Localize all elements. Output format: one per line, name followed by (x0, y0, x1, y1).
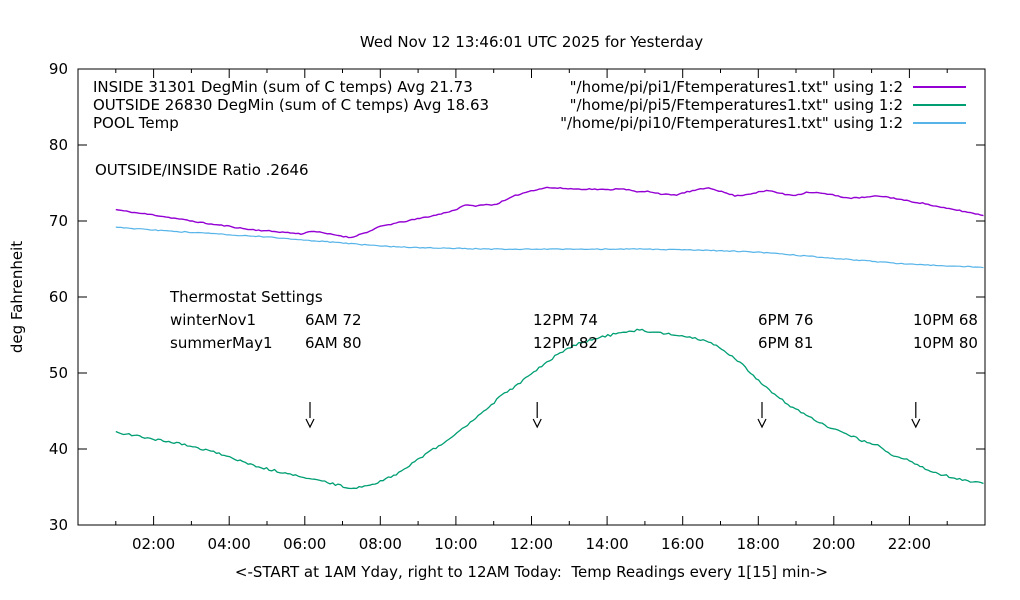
thermostat-setting: 12PM 82 (533, 334, 598, 352)
legend-file-inside: "/home/pi/pi1/Ftemperatures1.txt" using … (569, 78, 903, 96)
y-tick-label: 30 (48, 516, 68, 534)
legend-swatch-pool (913, 122, 966, 124)
y-tick-label: 60 (48, 288, 68, 306)
thermostat-row-winter: winterNov1 6AM 72 12PM 74 6PM 76 10PM 68 (0, 312, 1020, 329)
thermostat-setting: 10PM 80 (913, 334, 978, 352)
y-tick-label: 80 (48, 136, 68, 154)
legend-swatch-inside (913, 86, 966, 88)
thermostat-season: summerMay1 (170, 334, 273, 352)
x-tick-label: 02:00 (131, 535, 176, 553)
legend-row-inside: INSIDE 31301 DegMin (sum of C temps) Avg… (0, 78, 1020, 96)
legend-row-pool: POOL Temp "/home/pi/pi10/Ftemperatures1.… (0, 114, 1020, 132)
chart-title: Wed Nov 12 13:46:01 UTC 2025 for Yesterd… (359, 33, 704, 51)
x-tick-label: 14:00 (585, 535, 629, 553)
inside-series-line (115, 186, 984, 239)
setpoint-arrow (305, 402, 315, 429)
x-tick-label: 20:00 (812, 535, 856, 553)
outside-series-line (115, 328, 984, 490)
legend-label-inside: INSIDE 31301 DegMin (sum of C temps) Avg… (93, 78, 473, 96)
legend-file-outside: "/home/pi/pi5/Ftemperatures1.txt" using … (569, 96, 903, 114)
x-axis-label: <-START at 1AM Yday, right to 12AM Today… (234, 563, 829, 581)
setpoint-arrow (532, 402, 542, 429)
y-tick-label: 40 (48, 440, 68, 458)
tick-marks (78, 68, 985, 526)
setpoint-arrow (757, 402, 767, 429)
legend-row-outside: OUTSIDE 26830 DegMin (sum of C temps) Av… (0, 96, 1020, 114)
x-tick-label: 10:00 (434, 535, 478, 553)
thermostat-setting: 6PM 81 (758, 334, 814, 352)
legend-label-outside: OUTSIDE 26830 DegMin (sum of C temps) Av… (93, 96, 490, 114)
x-tick-label: 18:00 (736, 535, 780, 553)
ratio-annotation: OUTSIDE/INSIDE Ratio .2646 (95, 161, 309, 179)
thermostat-season: winterNov1 (170, 311, 257, 329)
thermostat-setting: 6AM 72 (305, 311, 362, 329)
y-tick-label: 70 (48, 212, 68, 230)
y-tick-label: 90 (48, 60, 68, 78)
legend-label-pool: POOL Temp (93, 114, 179, 132)
x-tick-label: 16:00 (661, 535, 705, 553)
x-tick-label: 04:00 (207, 535, 251, 553)
legend-swatch-outside (913, 104, 966, 106)
x-tick-label: 22:00 (887, 535, 932, 553)
thermostat-title: Thermostat Settings (170, 288, 323, 306)
x-tick-label: 08:00 (358, 535, 402, 553)
y-tick-label: 50 (48, 364, 68, 382)
thermostat-setting: 6PM 76 (758, 311, 814, 329)
thermostat-setting: 6AM 80 (305, 334, 362, 352)
thermostat-row-summer: summerMay1 6AM 80 12PM 82 6PM 81 10PM 80 (0, 335, 1020, 352)
pool-series-line (115, 226, 984, 269)
x-tick-label: 06:00 (283, 535, 327, 553)
thermostat-setting: 10PM 68 (913, 311, 978, 329)
thermostat-setting: 12PM 74 (533, 311, 598, 329)
x-tick-label: 12:00 (509, 535, 554, 553)
legend-file-pool: "/home/pi/pi10/Ftemperatures1.txt" using… (560, 114, 903, 132)
setpoint-arrow (911, 402, 921, 429)
